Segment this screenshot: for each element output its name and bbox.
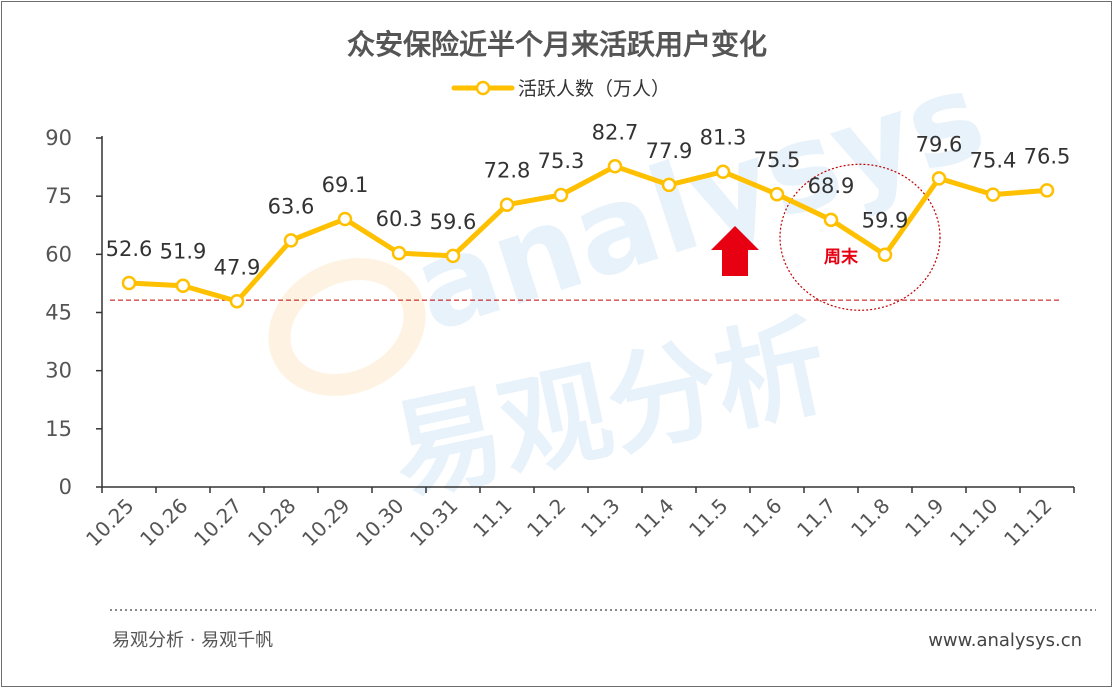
up-arrow-icon	[711, 226, 759, 276]
x-tick-label: 11.8	[846, 494, 894, 542]
x-tick-label: 11.9	[900, 494, 948, 542]
weekend-circle	[779, 163, 941, 311]
data-point	[499, 197, 515, 212]
data-point	[445, 248, 461, 264]
data-point	[769, 186, 785, 202]
data-point	[337, 211, 353, 227]
x-tick-label: 11.10	[945, 494, 1002, 551]
weekend-label: 周末	[824, 247, 859, 268]
data-point	[391, 245, 407, 261]
x-tick-label: 11.2	[522, 494, 570, 542]
x-tick-label: 10.30	[351, 494, 408, 551]
data-label: 60.3	[376, 207, 423, 231]
data-point	[931, 171, 947, 186]
x-tick-label: 11.5	[684, 494, 732, 542]
data-point	[121, 275, 137, 291]
series-line	[126, 163, 1050, 304]
data-point	[283, 233, 299, 248]
data-label: 72.8	[484, 159, 531, 183]
watermark: analysys 易观分析	[268, 46, 1000, 517]
data-point	[877, 247, 893, 262]
data-label: 75.3	[538, 149, 585, 173]
data-point	[715, 164, 731, 179]
data-label: 76.5	[1024, 144, 1071, 168]
data-label: 75.4	[970, 149, 1017, 173]
legend-label: 活跃人数（万人）	[518, 78, 670, 100]
legend: 活跃人数（万人）	[451, 78, 670, 100]
x-tick-label: 10.28	[243, 494, 300, 551]
footer-website: www.analysys.cn	[928, 630, 1082, 651]
data-label: 81.3	[700, 126, 747, 150]
x-tick-label: 11.4	[630, 494, 678, 542]
data-label: 82.7	[592, 120, 639, 144]
data-label: 51.9	[160, 240, 207, 264]
data-point	[229, 294, 245, 309]
y-tick-label: 75	[45, 184, 72, 208]
data-label: 77.9	[646, 139, 693, 163]
y-tick-label: 60	[45, 242, 72, 266]
data-point	[823, 212, 839, 228]
watermark-logo-icon	[268, 258, 426, 396]
data-label: 59.6	[430, 210, 477, 234]
y-tick-label: 90	[45, 126, 72, 150]
data-point	[985, 187, 1001, 202]
x-tick-label: 11.3	[576, 494, 624, 542]
y-tick-label: 0	[59, 475, 72, 499]
data-label: 75.5	[754, 148, 801, 172]
data-label: 68.9	[808, 174, 855, 198]
x-tick-label: 11.12	[999, 494, 1056, 551]
footer-source: 易观分析 · 易观千帆	[112, 630, 273, 651]
x-tick-label: 10.29	[297, 494, 354, 551]
x-tick-label: 11.6	[738, 494, 786, 542]
y-tick-label: 30	[45, 359, 72, 383]
y-tick-label: 15	[45, 417, 72, 441]
x-tick-label: 10.27	[189, 494, 246, 551]
data-label: 59.9	[862, 209, 909, 233]
data-label: 47.9	[214, 255, 261, 279]
data-label: 52.6	[106, 237, 153, 261]
data-point	[661, 177, 677, 193]
y-tick-label: 45	[45, 301, 72, 325]
data-label: 69.1	[322, 173, 369, 197]
data-label: 63.6	[268, 194, 315, 218]
data-point	[175, 278, 191, 293]
legend-marker	[475, 80, 491, 96]
data-point	[1039, 183, 1055, 198]
data-point	[553, 187, 569, 203]
x-tick-label: 10.25	[81, 494, 138, 551]
chart-title: 众安保险近半个月来活跃用户变化	[347, 28, 767, 61]
data-point	[607, 159, 623, 174]
x-tick-label: 10.26	[135, 494, 192, 551]
x-tick-label: 11.7	[792, 494, 840, 542]
data-label: 79.6	[916, 132, 963, 156]
